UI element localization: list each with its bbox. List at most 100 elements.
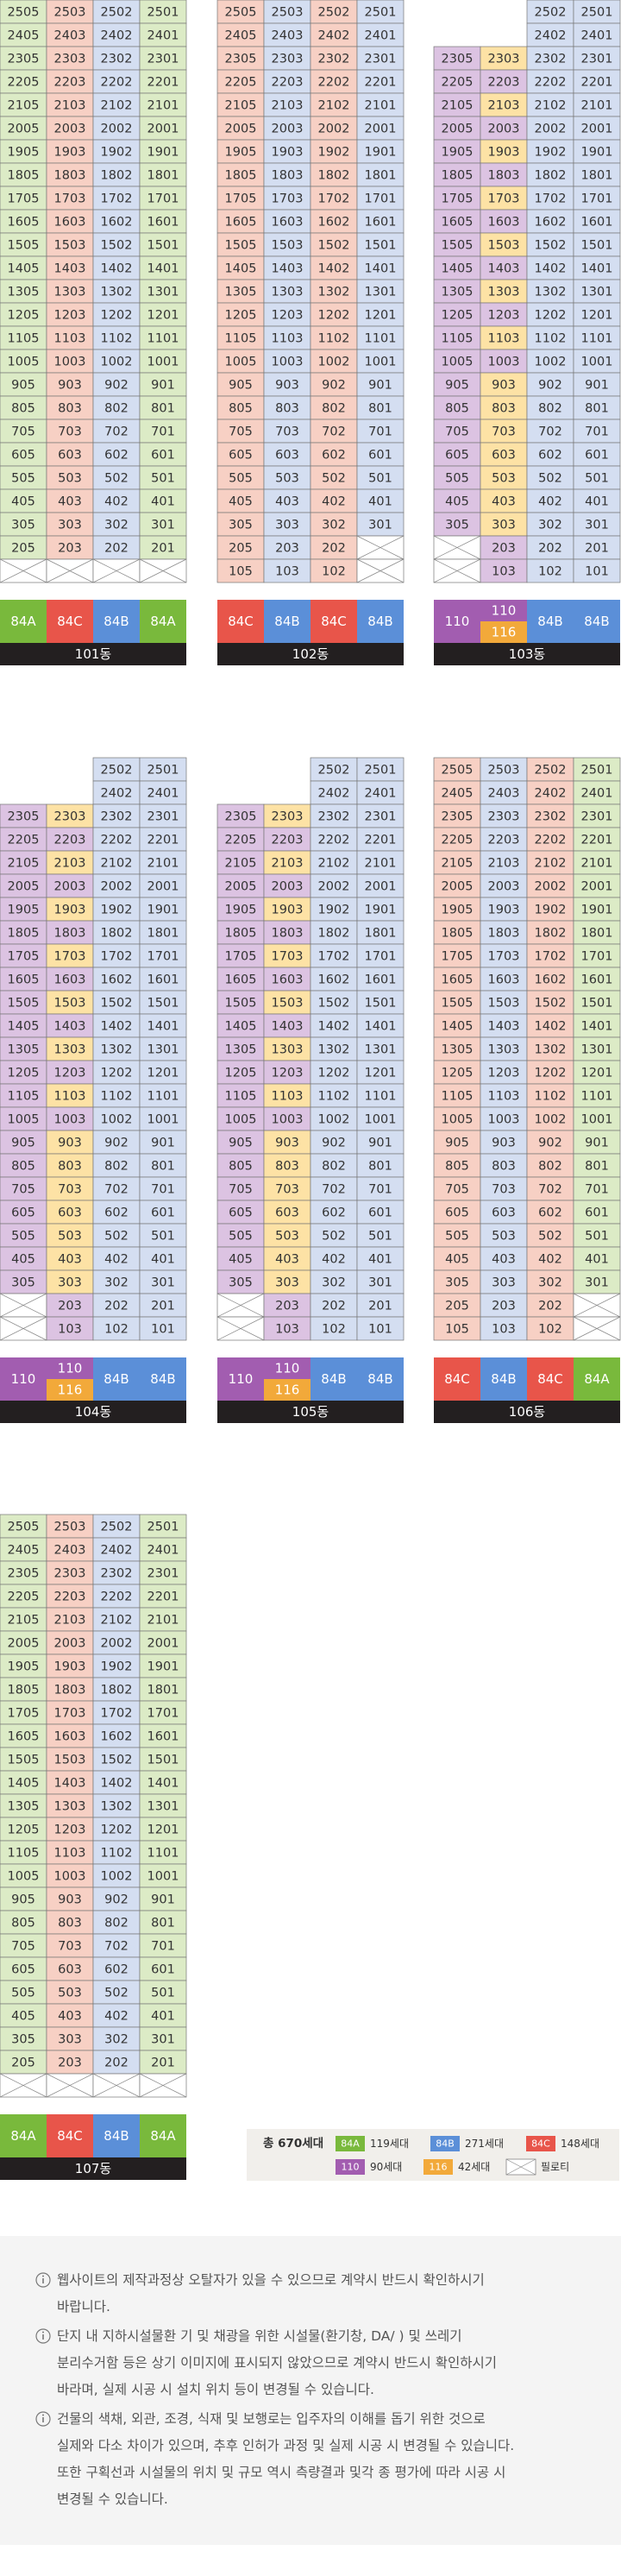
unit-cell xyxy=(433,850,481,875)
unit-cell xyxy=(139,535,187,560)
unit-number: 302 xyxy=(104,519,129,532)
unit-number: 2501 xyxy=(147,1521,179,1534)
unit-number: 1405 xyxy=(8,262,40,276)
unit-number: 2005 xyxy=(225,123,257,136)
unit-number: 803 xyxy=(275,402,299,416)
unit-cell xyxy=(433,419,481,444)
unit-number: 803 xyxy=(58,1917,82,1930)
unit-cell xyxy=(46,186,94,211)
unit-number: 802 xyxy=(104,1917,129,1930)
unit-number: 601 xyxy=(151,1206,175,1220)
unit-number: 2205 xyxy=(225,834,257,847)
unit-number: 103 xyxy=(275,565,299,579)
unit-number: 2301 xyxy=(365,53,397,66)
unit-number: 905 xyxy=(229,1137,253,1150)
unit-cell xyxy=(92,967,141,992)
unit-number: 2003 xyxy=(54,123,86,136)
unit-number: 602 xyxy=(104,1963,129,1977)
unit-cell xyxy=(46,92,94,117)
unit-cell xyxy=(263,897,311,922)
unit-cell xyxy=(92,1269,141,1294)
unit-cell xyxy=(310,22,358,47)
type-label: 84C xyxy=(57,614,83,629)
unit-number: 1903 xyxy=(272,904,304,917)
unit-number: 801 xyxy=(585,1160,609,1174)
unit-number: 802 xyxy=(538,1160,562,1174)
type-label: 84B xyxy=(104,614,129,629)
unit-number: 1201 xyxy=(581,309,613,323)
unit-number: 2201 xyxy=(365,76,397,90)
unit-cell xyxy=(46,1560,94,1585)
type-box xyxy=(434,600,480,643)
unit-cell xyxy=(356,325,405,350)
unit-number: 1501 xyxy=(147,997,179,1011)
unit-cell xyxy=(526,349,574,374)
unit-cell xyxy=(310,209,358,234)
type-label: 84A xyxy=(150,2128,176,2144)
unit-number: 803 xyxy=(58,402,82,416)
unit-number: 402 xyxy=(104,495,129,509)
unit-number: 1901 xyxy=(147,1660,179,1674)
unit-cell xyxy=(310,419,358,444)
unit-number: 201 xyxy=(368,1300,392,1313)
unit-number: 1803 xyxy=(488,169,520,183)
unit-cell xyxy=(139,1747,187,1772)
unit-number: 803 xyxy=(492,402,516,416)
type-label: 84B xyxy=(274,614,299,629)
legend-count: 119세대 xyxy=(370,2138,409,2150)
unit-cell xyxy=(573,22,621,47)
unit-number: 203 xyxy=(58,2056,82,2070)
unit-number: 2203 xyxy=(272,76,304,90)
unit-number: 703 xyxy=(58,1940,82,1954)
unit-cell xyxy=(92,535,141,560)
unit-number: 601 xyxy=(368,449,392,463)
unit-cell xyxy=(356,780,405,805)
unit-number: 902 xyxy=(104,1137,129,1150)
unit-cell xyxy=(139,1514,187,1539)
unit-number: 402 xyxy=(104,2010,129,2024)
unit-number: 203 xyxy=(58,542,82,556)
unit-cell xyxy=(139,302,187,327)
unit-cell xyxy=(46,116,94,141)
unit-number: 1603 xyxy=(488,216,520,230)
unit-cell xyxy=(0,1980,47,2005)
unit-cell xyxy=(573,372,621,397)
unit-number: 1905 xyxy=(8,904,40,917)
unit-number: 2401 xyxy=(147,29,179,43)
unit-cell xyxy=(0,1607,47,1632)
unit-number: 301 xyxy=(151,2033,175,2047)
unit-number: 1803 xyxy=(272,927,304,941)
unit-cell xyxy=(356,1293,405,1318)
unit-cell xyxy=(573,69,621,94)
building-bar xyxy=(0,1401,186,1423)
unit-number: 2403 xyxy=(54,1544,86,1558)
unit-cell xyxy=(433,990,481,1015)
unit-number: 1303 xyxy=(272,1043,304,1057)
unit-cell xyxy=(573,442,621,467)
unit-number: 905 xyxy=(229,379,253,393)
unit-cell xyxy=(92,897,141,922)
unit-cell xyxy=(433,1200,481,1225)
unit-cell xyxy=(573,325,621,350)
unit-number: 1803 xyxy=(272,169,304,183)
type-label: 84B xyxy=(104,1371,129,1387)
unit-number: 1801 xyxy=(147,169,179,183)
unit-cell xyxy=(573,232,621,257)
unit-number: 405 xyxy=(11,495,35,509)
unit-number: 1902 xyxy=(535,146,567,160)
unit-number: 505 xyxy=(445,472,469,486)
unit-cell xyxy=(356,255,405,280)
unit-number: 802 xyxy=(104,1160,129,1174)
notes-box xyxy=(0,2236,621,2545)
unit-cell xyxy=(139,1083,187,1108)
type-box xyxy=(47,1379,93,1401)
unit-number: 2301 xyxy=(581,810,613,824)
unit-number: 703 xyxy=(58,425,82,439)
unit-number: 1005 xyxy=(8,356,40,369)
type-box xyxy=(480,621,527,643)
unit-number: 1905 xyxy=(225,904,257,917)
unit-number: 2203 xyxy=(488,76,520,90)
unit-cell xyxy=(310,1200,358,1225)
unit-number: 2202 xyxy=(318,76,350,90)
unit-number: 102 xyxy=(104,1323,129,1337)
